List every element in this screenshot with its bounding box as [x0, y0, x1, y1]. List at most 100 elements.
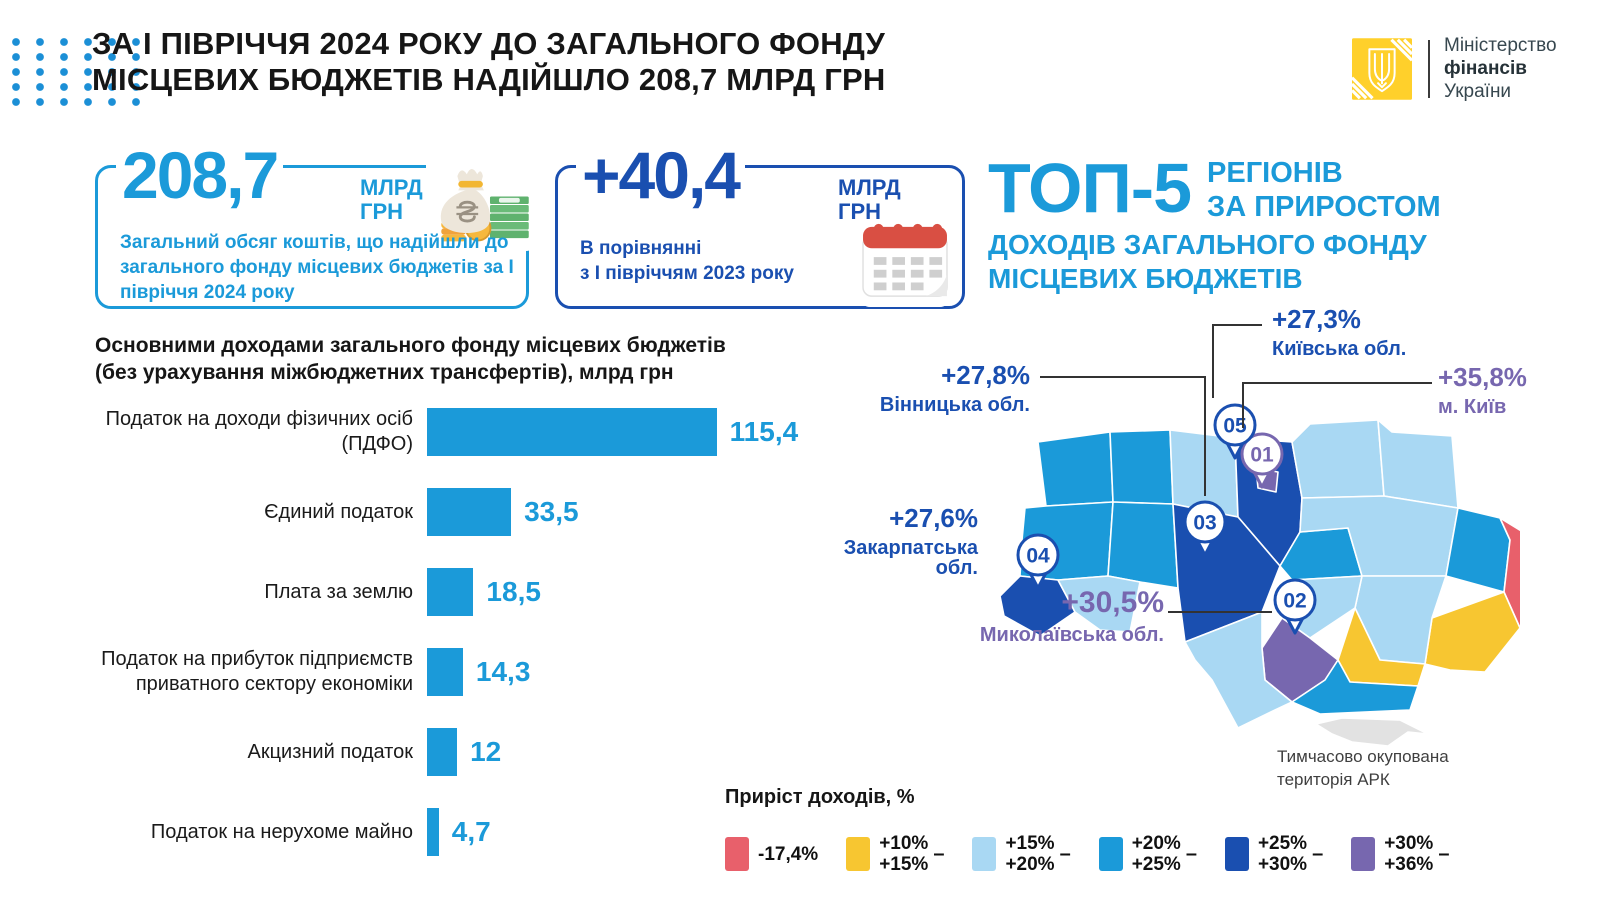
calendar-icon	[860, 220, 950, 307]
callout-vinnytska-region: Вінницька обл.	[879, 394, 1030, 416]
chart-category-label: Єдиний податок	[264, 500, 413, 523]
legend-range-label: +15% +20%	[1005, 833, 1055, 875]
yoy-growth-stat-card: +40,4 МЛРД ГРН В порівнянні з І півріччя…	[555, 142, 965, 309]
purple-swatch	[1351, 837, 1376, 871]
map-region-sumy	[1377, 419, 1459, 509]
map-region-kherson	[1291, 659, 1419, 715]
map-region-chernihiv	[1291, 419, 1385, 499]
map-pin-02: 02	[1273, 578, 1317, 635]
map-legend: Приріст доходів, % -17,4% +10% +15% – +15% +2…	[725, 786, 1449, 875]
total-revenue-stat-card: 208,7 МЛРД ГРН	[95, 142, 536, 309]
ministry-name-line1: Міністерство	[1444, 35, 1557, 56]
mid-swatch	[1098, 837, 1123, 871]
dark-swatch	[1224, 837, 1249, 871]
chart-category-label: Податок на доходи фізичних осіб (ПДФО)	[105, 408, 413, 455]
bar-chart-rows: Податок на доходи фізичних осіб (ПДФО) 11…	[95, 392, 855, 872]
legend-range-dash: –	[1059, 842, 1071, 865]
callout-zakarpatska-oblast: +27,6% Закарпатська обл.	[798, 505, 978, 578]
chart-category-label: Податок на нерухоме майно	[150, 820, 413, 843]
chart-value-label: 4,7	[451, 816, 491, 847]
ukraine-choropleth-map: 01 02 03 04 05	[999, 403, 1520, 747]
map-region-prykarpattia	[1057, 575, 1141, 633]
logo-divider	[1428, 39, 1430, 98]
chart-category-label: Акцизний податок	[247, 740, 413, 763]
legend-item: +20% +25% –	[1098, 833, 1197, 875]
crimea-note: Тимчасово окупована територія АРК	[1277, 747, 1449, 789]
chart-row: Податок на нерухоме майно 4,7	[95, 792, 855, 872]
callout-vinnytska-pct: +27,8%	[941, 360, 1030, 390]
top5-subtitle: ДОХОДІВ ЗАГАЛЬНОГО ФОНДУ МІСЦЕВИХ БЮДЖЕТ…	[988, 229, 1427, 294]
top5-big-text: ТОП-5	[988, 149, 1192, 227]
legend-range-label: +10% +15%	[879, 833, 929, 875]
map-region-rivne	[1109, 429, 1174, 505]
legend-item: -17,4%	[725, 837, 818, 871]
callout-kyivska-pct: +27,3%	[1272, 304, 1361, 334]
callout-mykolaivska-region: Миколаївська обл.	[979, 624, 1164, 646]
yoy-growth-description: В порівнянні з І півріччям 2023 року	[580, 238, 794, 284]
total-revenue-unit: МЛРД ГРН	[360, 175, 423, 224]
legend-title: Приріст доходів, %	[725, 786, 915, 808]
trident-emblem-icon	[1352, 37, 1412, 100]
legend-range-dash: –	[1438, 842, 1450, 865]
money-bag-icon	[426, 146, 536, 251]
callout-zakarpatska-pct: +27,6%	[889, 503, 978, 533]
yellow-swatch	[846, 837, 871, 871]
callout-kyiv-city-pct: +35,8%	[1438, 362, 1527, 392]
map-region-podillia	[1107, 501, 1179, 589]
legend-range-label: +25% +30%	[1257, 833, 1308, 875]
legend-items: -17,4% +10% +15% – +15% +20% – +20% +25% – +25% +30…	[725, 833, 1449, 875]
legend-range-label: +30% +36%	[1384, 833, 1434, 875]
callout-kyiv-city: +35,8% м. Київ	[1438, 364, 1527, 417]
callout-zakarpatska-region: Закарпатська обл.	[843, 537, 978, 579]
top5-heading: ТОП-5 РЕГІОНІВ ЗА ПРИРОСТОМ ДОХОДІВ ЗАГА…	[988, 150, 1441, 296]
map-pin-04: 04	[1016, 533, 1060, 590]
legend-item: +10% +15% –	[846, 833, 944, 875]
callout-kyivska-oblast: +27,3% Київська обл.	[1272, 306, 1406, 359]
total-revenue-description: Загальний обсяг коштів, що надійшли до з…	[120, 232, 514, 303]
map-region-volyn	[1037, 431, 1114, 507]
map-region-crimea	[1315, 717, 1429, 747]
page-title-line2: МІСЦЕВИХ БЮДЖЕТІВ НАДІЙШЛО 208,7 МЛРД ГР…	[92, 62, 886, 97]
chart-row: Акцизний податок 12	[95, 712, 855, 792]
chart-bar	[427, 648, 463, 696]
chart-bar	[427, 728, 458, 776]
legend-range-dash: –	[1312, 842, 1324, 865]
map-pin-number: 05	[1223, 415, 1247, 438]
legend-range-label: -17,4%	[758, 843, 819, 865]
ministry-logo: Міністерство фінансів України	[1352, 34, 1557, 103]
ministry-name: Міністерство фінансів України	[1444, 34, 1557, 103]
decorative-dot-grid	[12, 38, 144, 112]
chart-value-label: 33,5	[524, 496, 579, 527]
yoy-growth-value: +40,4	[576, 142, 745, 208]
bar-chart-title: Основними доходами загального фонду місц…	[95, 334, 726, 384]
callout-vinnytska-oblast: +27,8% Вінницька обл.	[858, 362, 1030, 415]
legend-range-dash: –	[933, 842, 945, 865]
callout-kyiv-city-region: м. Київ	[1438, 396, 1507, 418]
map-pin-number: 01	[1250, 444, 1274, 467]
chart-value-label: 18,5	[486, 576, 541, 607]
callout-mykolaivska-pct: +30,5%	[1061, 586, 1164, 619]
ministry-name-line3: України	[1444, 81, 1512, 102]
map-pin-number: 02	[1283, 590, 1306, 613]
map-region-donetsk	[1424, 591, 1520, 673]
light-swatch	[972, 837, 997, 871]
callout-mykolaivska-oblast: +30,5% Миколаївська обл.	[968, 586, 1164, 646]
chart-row: Плата за землю 18,5	[95, 552, 855, 632]
callout-kyivska-region: Київська обл.	[1272, 338, 1407, 360]
chart-row: Податок на доходи фізичних осіб (ПДФО) 11…	[95, 392, 855, 472]
chart-bar	[427, 488, 512, 536]
ministry-name-line2: фінансів	[1444, 58, 1527, 79]
legend-item: +25% +30% –	[1224, 833, 1324, 875]
legend-item: +30% +36% –	[1351, 833, 1449, 875]
map-region-odesa	[1184, 611, 1293, 729]
map-pin-number: 04	[1026, 545, 1050, 568]
red-swatch	[725, 837, 749, 871]
page-title: ЗА І ПІВРІЧЧЯ 2024 РОКУ ДО ЗАГАЛЬНОГО ФО…	[92, 26, 885, 98]
legend-range-dash: –	[1185, 842, 1197, 865]
map-pin-number: 03	[1193, 512, 1216, 535]
chart-row: Податок на прибуток підприємств приватно…	[95, 632, 855, 712]
chart-category-label: Плата за землю	[264, 580, 413, 603]
chart-category-label: Податок на прибуток підприємств приватно…	[101, 648, 413, 695]
total-revenue-value: 208,7	[116, 142, 284, 208]
